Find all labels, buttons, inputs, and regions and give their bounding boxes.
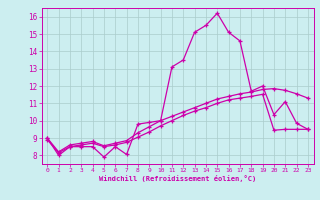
X-axis label: Windchill (Refroidissement éolien,°C): Windchill (Refroidissement éolien,°C) [99,175,256,182]
